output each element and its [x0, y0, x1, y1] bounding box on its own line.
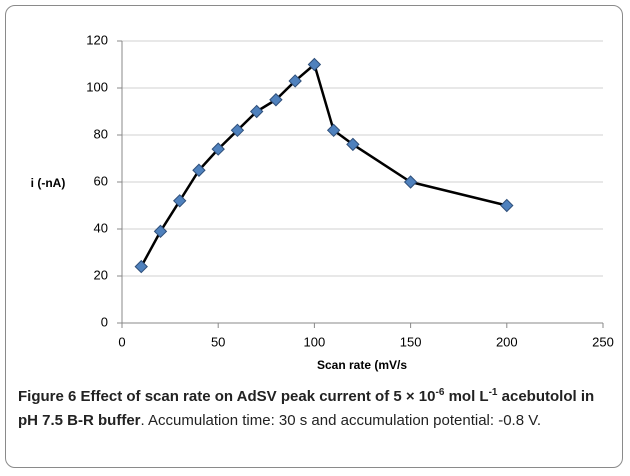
caption-sup: -1: [488, 387, 498, 398]
y-tick-label: 120: [86, 32, 108, 47]
data-point: [230, 123, 245, 138]
data-point: [307, 57, 322, 72]
caption-title-part: acebutolol in pH 7.5 B-R buffer: [18, 388, 595, 429]
data-point: [249, 104, 264, 119]
data-point: [134, 259, 148, 274]
data-point: [346, 137, 360, 152]
caption-title-part: Effect of scan rate on AdSV peak current…: [76, 388, 436, 405]
y-tick-label: 20: [94, 267, 108, 282]
y-tick-label: 100: [86, 79, 108, 94]
x-tick-label: 150: [400, 334, 422, 349]
caption: Figure 6 Effect of scan rate on AdSV pea…: [18, 385, 616, 433]
x-tick-label: 50: [211, 334, 225, 349]
data-point: [269, 93, 283, 107]
chart: i (-nA) Scan rate (mV/s 0 20 40 60 80 100 120 0…: [31, 32, 614, 372]
y-tick-label: 0: [101, 314, 108, 329]
y-tick-label: 60: [94, 173, 108, 188]
figure-frame: [5, 5, 623, 468]
caption-text: . Accumulation time: 30 s and accumulati…: [140, 412, 542, 429]
caption-sup: -6: [435, 387, 445, 398]
y-tick-label: 80: [94, 126, 108, 141]
data-point: [326, 123, 341, 138]
x-tick-label: 250: [592, 334, 614, 349]
caption-title-part: mol L: [444, 388, 489, 405]
y-axis-label: i (-nA): [31, 176, 66, 190]
data-point: [288, 74, 302, 88]
data-point: [211, 142, 225, 156]
caption-label: Figure 6: [18, 388, 77, 405]
data-point: [192, 163, 206, 177]
data-point: [173, 194, 187, 208]
x-tick-label: 0: [118, 334, 125, 349]
caption-title: Effect of scan rate on AdSV peak current…: [18, 387, 595, 430]
data-point: [153, 224, 168, 239]
x-tick-label: 100: [304, 334, 326, 349]
y-tick-label: 40: [94, 220, 108, 235]
data-point: [500, 198, 514, 213]
data-point: [403, 175, 418, 189]
x-tick-label: 200: [496, 334, 518, 349]
series-line: [140, 63, 508, 268]
x-axis-label: Scan rate (mV/s: [317, 358, 407, 372]
